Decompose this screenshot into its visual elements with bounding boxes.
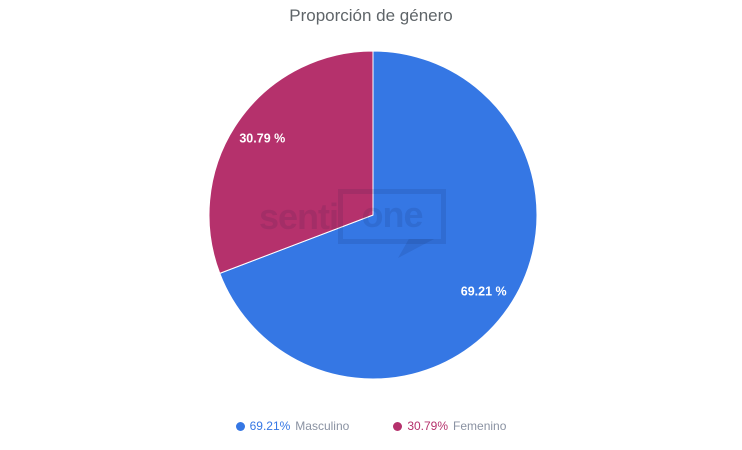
legend-marker-icon	[393, 421, 403, 431]
legend-marker-icon	[235, 421, 245, 431]
legend-value: 69.21%	[249, 419, 291, 433]
legend: 69.21% Masculino 30.79% Femenino	[0, 419, 742, 433]
legend-value: 30.79%	[407, 419, 449, 433]
legend-item-femenino[interactable]: 30.79% Femenino	[393, 419, 506, 433]
legend-label: Femenino	[453, 419, 507, 433]
chart-title: Proporción de género	[289, 6, 453, 25]
legend-item-masculino[interactable]: 69.21% Masculino	[235, 419, 350, 433]
data-label-masculino: 69.21 %	[461, 284, 507, 298]
data-label-femenino: 30.79 %	[239, 132, 285, 146]
pie-slice-femenino[interactable]	[208, 50, 374, 274]
pie-slice-masculino[interactable]	[219, 50, 538, 380]
legend-label: Masculino	[295, 419, 350, 433]
